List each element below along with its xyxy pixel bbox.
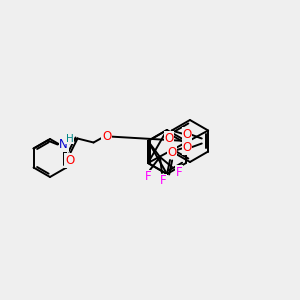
Text: N: N	[59, 138, 68, 151]
Text: F: F	[176, 166, 182, 178]
Text: O: O	[167, 146, 177, 158]
Text: F: F	[160, 175, 166, 188]
Text: F: F	[145, 170, 151, 184]
Text: O: O	[182, 141, 191, 154]
Text: O: O	[102, 130, 111, 143]
Text: O: O	[182, 128, 191, 141]
Text: H: H	[66, 134, 74, 143]
Text: O: O	[65, 154, 74, 167]
Text: O: O	[164, 131, 174, 145]
